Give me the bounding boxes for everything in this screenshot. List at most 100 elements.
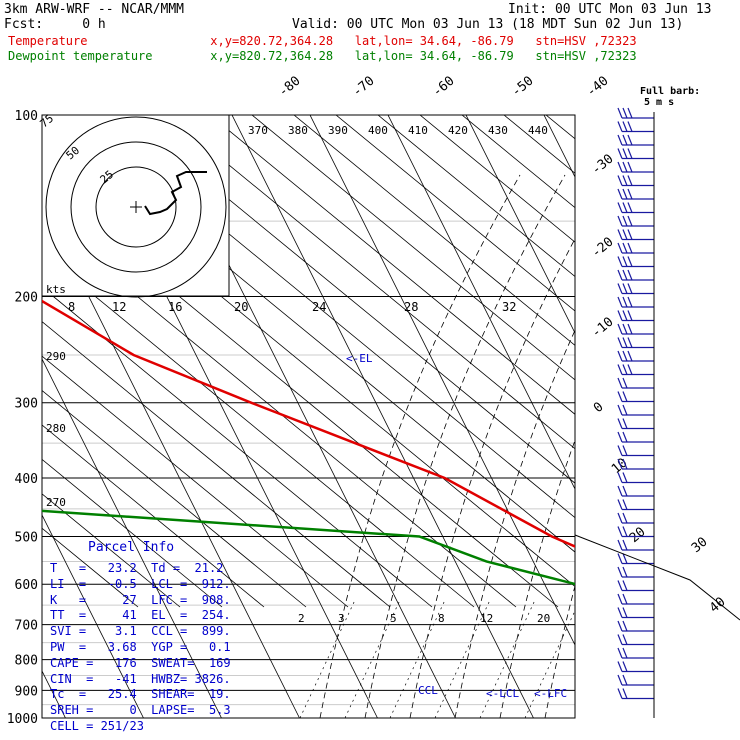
level-marker: <-LCL: [486, 687, 519, 700]
isotherm-label: -50: [509, 73, 537, 100]
barb-note-title: Full barb:: [640, 86, 701, 97]
isotherm-line: [231, 115, 534, 718]
pressure-tick-label: 900: [15, 684, 38, 699]
parcel-info-row: TT = 41 EL = 254.: [50, 608, 231, 623]
isotherm-line: [543, 115, 575, 178]
wind-barb-flag: [627, 310, 633, 321]
wind-barb: [617, 620, 654, 632]
theta-label: 270: [46, 496, 66, 509]
dry-adiabat-line: [42, 286, 433, 608]
isotherm-label: -10: [589, 314, 617, 341]
mixing-ratio-line: [524, 609, 575, 718]
wind-barb: [617, 377, 654, 389]
wind-barb-flag: [627, 296, 633, 308]
isotherm-line: [700, 115, 740, 718]
isotherm-label: -60: [430, 73, 458, 100]
dry-adiabat-line: [588, 115, 740, 607]
parcel-info-row: CIN = -41 HWBZ= 3826.: [50, 671, 231, 686]
isotherm-line: [309, 115, 575, 646]
wind-barb-flag: [627, 323, 633, 335]
mixing-ratio-line: [344, 599, 401, 718]
theta-label: 410: [408, 124, 428, 137]
wind-barb-flag: [617, 229, 623, 240]
dry-adiabat-line: [42, 390, 307, 608]
wind-barb-flag: [617, 634, 623, 645]
wind-barb-flag: [627, 256, 633, 267]
wind-barb-flag: [617, 553, 623, 564]
wind-barb-flag: [617, 539, 623, 551]
wind-barb-flag: [622, 323, 628, 335]
wind-barb-flag: [617, 526, 623, 537]
hodograph-speed-label: 16: [168, 300, 182, 314]
wind-barb-flag: [622, 107, 628, 119]
wind-barb-flag: [627, 269, 633, 281]
theta-label: 280: [46, 422, 66, 435]
wind-barb: [617, 107, 654, 119]
plot-frame: [41, 114, 576, 719]
wind-barb: [617, 175, 654, 187]
mixing-ratio-line: [479, 599, 536, 718]
wind-barb-flag: [627, 148, 633, 159]
wind-barb: [617, 688, 654, 700]
dry-adiabat-line: [42, 217, 517, 608]
wind-barb-flag: [622, 607, 628, 618]
dry-adiabat-line: [42, 321, 391, 608]
barb-note-value: 5 m s: [644, 97, 675, 108]
wind-barb-flag: [622, 350, 628, 362]
moist-adiabat-line: [454, 329, 575, 718]
wind-barb-flag: [617, 512, 623, 524]
wind-barb-flag: [617, 148, 623, 159]
hodograph-speed-label: 8: [68, 300, 75, 314]
wind-barb: [617, 512, 654, 524]
model-title: 3km ARW-WRF -- NCAR/MMM: [4, 2, 185, 17]
hodograph-ring: [95, 166, 177, 248]
wind-barb-flag: [617, 499, 623, 510]
hodograph-ring: [70, 141, 202, 273]
parcel-info-row: CAPE = 176 SWEAT= 169: [50, 655, 231, 670]
wind-barb-flag: [622, 256, 628, 267]
hodograph-ring: [45, 116, 227, 298]
wind-barb-flag: [617, 418, 623, 429]
theta-label: 390: [328, 124, 348, 137]
hodograph-speed-label: 28: [404, 300, 418, 314]
wind-barb-flag: [617, 458, 623, 470]
wind-barb: [617, 310, 654, 322]
dry-adiabat-line: [377, 115, 575, 278]
hodograph-speed-label: 20: [234, 300, 248, 314]
theta-label: 420: [448, 124, 468, 137]
wind-barb-flag: [622, 188, 628, 200]
isotherm-label: 10: [609, 456, 631, 478]
parcel-info-row: SREH = 0 LAPSE= 5.3: [50, 703, 231, 718]
wind-barb-flag: [627, 229, 633, 240]
wind-barb-flag: [622, 526, 628, 537]
wind-barb-flag: [627, 107, 633, 119]
wind-barb-flag: [617, 188, 623, 200]
wind-barb: [617, 472, 654, 484]
parcel-info-row: Tc = 25.4 SHEAR= 19.: [50, 687, 231, 702]
pressure-tick-label: 400: [15, 472, 38, 487]
wind-barb-flag: [627, 215, 633, 227]
pressure-tick-label: 200: [15, 291, 38, 306]
wind-barb-flag: [617, 269, 623, 281]
wind-barb-flag: [622, 134, 628, 146]
wind-barb-flag: [617, 310, 623, 321]
dry-adiabat-line: [672, 115, 740, 607]
wind-barb: [617, 215, 654, 227]
pressure-tick-label: 300: [15, 397, 38, 412]
wind-barb: [617, 296, 654, 308]
wind-barb: [617, 674, 654, 686]
wind-barb-flag: [617, 121, 623, 132]
wind-barb: [617, 418, 654, 430]
wind-barb-flag: [622, 283, 628, 294]
level-marker: <-LFC: [534, 687, 567, 700]
wind-barb-flag: [627, 188, 633, 200]
wind-barb-flag: [622, 553, 628, 564]
parcel-info-row: T = 23.2 Td = 21.2: [50, 561, 224, 575]
wind-barb-flag: [622, 512, 628, 524]
wind-barb-flag: [627, 161, 633, 173]
wind-barb-flag: [622, 539, 628, 551]
hodograph-trace: [144, 171, 207, 216]
mixing-ratio-label: 2: [298, 612, 305, 625]
wind-barb: [617, 256, 654, 268]
